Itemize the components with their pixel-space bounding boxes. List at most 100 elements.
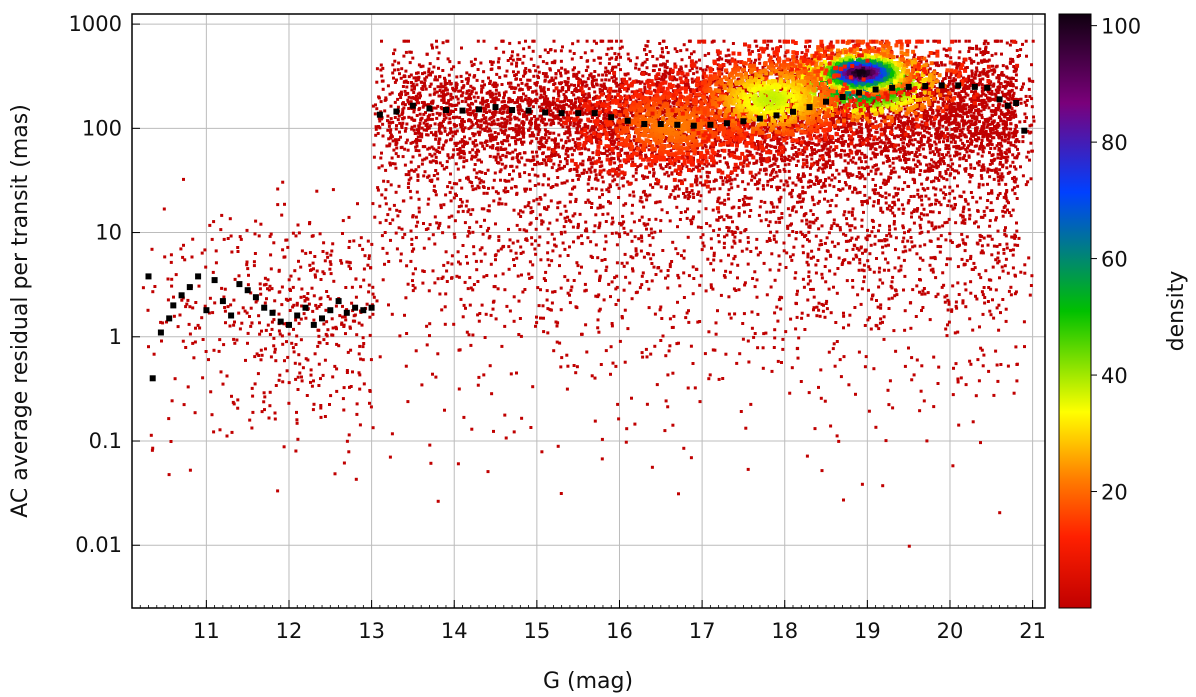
density-point [685,48,689,52]
density-point [978,73,982,77]
density-point [446,92,450,96]
density-point [650,465,654,469]
density-point [169,440,173,443]
density-point [471,111,475,115]
density-point [731,232,735,236]
density-point [587,178,591,182]
density-point [416,174,420,178]
density-point [397,184,401,188]
density-point [611,174,615,178]
density-point [705,170,709,174]
density-point [828,164,832,168]
density-point [250,321,254,325]
density-point [559,212,563,216]
density-point [596,295,600,299]
density-point [673,47,677,51]
density-point [805,218,809,222]
density-point [658,117,662,121]
density-point [150,448,154,452]
density-point [259,292,263,296]
density-point [611,67,614,71]
density-point [427,237,431,241]
density-point [284,238,288,242]
density-point [907,229,910,233]
density-point [875,163,878,167]
density-point [934,127,938,131]
density-point [1005,41,1009,45]
density-point [166,277,170,281]
density-point [671,325,675,329]
density-point [295,418,299,422]
density-point [630,396,633,400]
density-point [655,57,659,61]
density-point [907,185,911,188]
density-point [967,86,971,90]
density-point [811,198,815,202]
density-point [958,109,962,113]
density-point [406,148,410,152]
density-point [512,295,516,299]
density-point [389,163,392,167]
density-point [610,56,614,60]
density-point [945,178,949,182]
density-point [230,394,233,398]
density-point [837,180,841,183]
density-point [802,140,806,144]
density-point [745,158,749,162]
density-point [246,283,250,287]
density-point [551,78,555,82]
density-point [508,309,512,313]
density-point [808,44,811,48]
density-point [718,139,722,143]
density-point [647,73,651,77]
density-point [906,119,910,123]
density-point [957,91,961,95]
density-point [842,355,846,359]
density-point [436,277,440,281]
density-point [263,276,267,280]
density-point [946,132,950,136]
density-point [656,182,660,186]
density-point [959,213,963,217]
density-point [1028,131,1032,135]
density-point [790,146,794,150]
density-point [774,170,778,174]
density-point [634,168,638,171]
density-point [654,64,658,68]
density-point [1020,85,1024,89]
density-point [584,200,588,204]
density-point [985,103,989,107]
density-point [767,224,771,228]
density-point [396,105,400,109]
density-point [497,91,501,95]
density-point [491,144,495,147]
density-point [306,292,310,295]
density-point [316,344,320,348]
density-point [265,297,268,301]
density-point [686,197,690,201]
density-point [283,255,287,259]
density-point [634,247,638,251]
density-point [775,157,779,161]
density-point [254,300,258,304]
density-point [598,221,602,225]
density-point [182,177,185,181]
density-point [409,176,413,180]
density-point [1004,155,1008,159]
density-point [881,210,885,214]
density-point [972,111,976,115]
density-points [141,39,1036,548]
density-point [488,364,492,368]
density-point [592,135,596,139]
density-point [964,107,968,111]
density-point [837,153,840,157]
density-point [682,296,686,299]
density-point [903,130,907,134]
density-point [428,152,432,156]
density-point [278,332,282,336]
density-point [358,243,362,247]
density-point [514,251,518,255]
density-point [880,194,884,198]
density-point [753,176,757,180]
density-point [718,159,722,163]
